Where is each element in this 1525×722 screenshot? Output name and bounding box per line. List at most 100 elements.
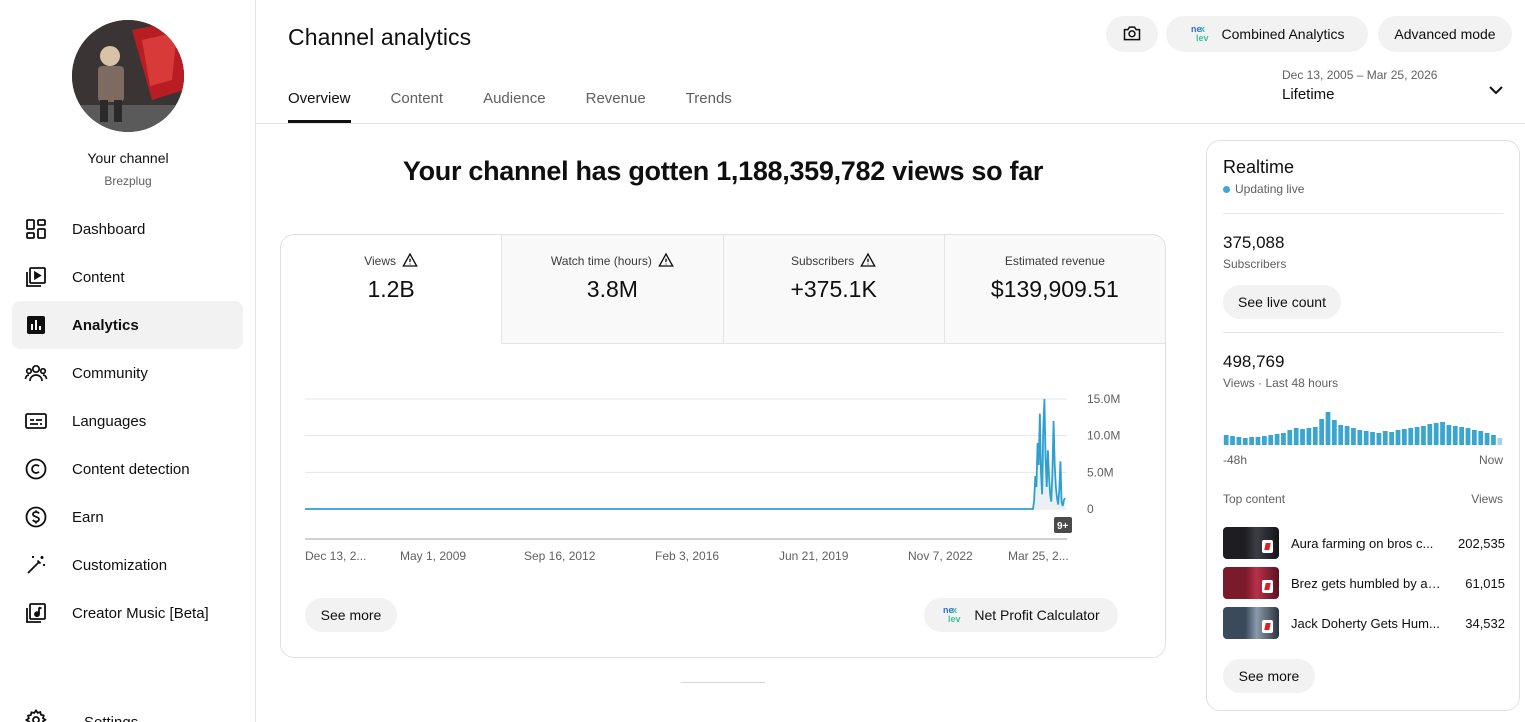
combined-analytics-button[interactable]: ne x lev Combined Analytics (1166, 16, 1368, 52)
nexlev-logo-icon: ne x lev (942, 604, 966, 627)
metric-value: +375.1K (790, 276, 877, 302)
see-more-top-content-button[interactable]: See more (1223, 659, 1315, 693)
channel-avatar[interactable] (72, 20, 184, 132)
sidebar-item-creator-music[interactable]: Creator Music [Beta] (12, 589, 243, 637)
sidebar-item-label: Settings (84, 714, 138, 722)
creator-music-icon (24, 601, 48, 625)
shorts-icon (1262, 540, 1273, 553)
tab-overview[interactable]: Overview (288, 78, 351, 123)
net-profit-calculator-button[interactable]: ne x lev Net Profit Calculator (924, 598, 1118, 632)
metric-views[interactable]: Views 1.2B (281, 235, 503, 344)
svg-text:lev: lev (1196, 33, 1209, 43)
realtime-bar (1376, 433, 1382, 445)
realtime-bar (1446, 425, 1452, 445)
sidebar: Your channel Brezplug Dashboard Content … (0, 0, 256, 722)
warning-icon (860, 252, 877, 271)
realtime-bar (1287, 430, 1293, 445)
sidebar-item-content-detection[interactable]: Content detection (12, 445, 243, 493)
sidebar-item-label: Content (72, 268, 125, 286)
realtime-bar (1255, 437, 1261, 445)
sidebar-item-analytics[interactable]: Analytics (12, 301, 243, 349)
realtime-bar (1395, 430, 1401, 445)
metric-value: 3.8M (586, 276, 638, 302)
axis-start-label: -48h (1223, 453, 1248, 467)
live-status-label: Updating live (1235, 182, 1305, 196)
realtime-subscribers-value: 375,088 (1223, 233, 1285, 252)
content-views: 202,535 (1458, 535, 1505, 551)
top-content-row[interactable]: Jack Doherty Gets Hum... 34,532 (1223, 607, 1505, 639)
sidebar-item-customization[interactable]: Customization (12, 541, 243, 589)
tab-audience[interactable]: Audience (483, 90, 546, 107)
annotation-badge (1054, 517, 1072, 533)
sidebar-item-settings[interactable]: Settings (24, 708, 138, 722)
sidebar-item-earn[interactable]: Earn (12, 493, 243, 541)
tab-trends[interactable]: Trends (685, 90, 732, 107)
realtime-bar (1382, 431, 1388, 445)
content-icon (24, 265, 48, 289)
realtime-bar (1414, 427, 1420, 445)
see-live-count-button[interactable]: See live count (1223, 285, 1341, 319)
shorts-icon (1262, 620, 1273, 633)
realtime-bar (1401, 429, 1407, 445)
metric-label: Views (364, 254, 397, 268)
date-period-label[interactable]: Lifetime (1282, 86, 1335, 103)
realtime-bar (1325, 412, 1331, 445)
dashboard-icon (24, 217, 48, 241)
divider (1223, 213, 1503, 214)
sidebar-item-label: Earn (72, 508, 104, 526)
your-channel-label: Your channel (87, 150, 169, 166)
advanced-mode-button[interactable]: Advanced mode (1378, 16, 1512, 52)
realtime-bar (1274, 434, 1280, 445)
svg-text:ne: ne (943, 605, 954, 615)
realtime-bar (1440, 422, 1445, 445)
realtime-bar (1344, 426, 1350, 445)
realtime-views-chart (1223, 412, 1503, 445)
realtime-bar (1312, 427, 1318, 445)
languages-icon (24, 409, 48, 433)
realtime-bar (1465, 428, 1471, 445)
realtime-bar (1421, 426, 1426, 445)
y-tick-label: 10.0M (1087, 429, 1120, 443)
y-tick-label: 15.0M (1087, 392, 1120, 406)
metric-value: 1.2B (367, 276, 415, 302)
axis-end-label: Now (1478, 453, 1503, 467)
see-more-button[interactable]: See more (305, 598, 397, 632)
warning-icon (658, 252, 674, 271)
sidebar-item-languages[interactable]: Languages (12, 397, 243, 445)
earn-icon (24, 505, 48, 529)
date-range[interactable]: Dec 13, 2005 – Mar 25, 2026 (1282, 68, 1438, 82)
realtime-bar (1293, 428, 1299, 445)
sidebar-item-label: Dashboard (72, 220, 146, 238)
top-content-row[interactable]: Aura farming on bros c... 202,535 (1223, 527, 1505, 559)
sidebar-item-content[interactable]: Content (12, 253, 243, 301)
realtime-views-value: 498,769 (1223, 352, 1285, 371)
tab-content[interactable]: Content (390, 90, 444, 107)
x-tick-label: Dec 13, 2... (305, 549, 366, 563)
screenshot-button[interactable] (1106, 16, 1158, 52)
x-tick-label: Feb 3, 2016 (655, 549, 719, 563)
metric-revenue[interactable]: Estimated revenue $139,909.51 (944, 235, 1165, 344)
content-title: Aura farming on bros c... (1291, 535, 1434, 551)
realtime-bar (1249, 437, 1255, 445)
sidebar-item-dashboard[interactable]: Dashboard (12, 205, 243, 253)
metric-subscribers[interactable]: Subscribers +375.1K (723, 235, 945, 344)
svg-text:lev: lev (948, 614, 961, 624)
camera-icon (1122, 23, 1142, 46)
video-thumbnail (1223, 567, 1279, 599)
net-profit-label: Net Profit Calculator (974, 607, 1100, 623)
y-tick-label: 5.0M (1087, 465, 1114, 479)
top-content-row[interactable]: Brez gets humbled by a ... 61,015 (1223, 567, 1505, 599)
video-thumbnail (1223, 607, 1279, 639)
realtime-bar (1281, 433, 1286, 445)
metric-watch-time[interactable]: Watch time (hours) 3.8M (502, 235, 724, 344)
content-detection-icon (24, 457, 48, 481)
x-tick-label: May 1, 2009 (400, 549, 466, 563)
views-headline: Your channel has gotten 1,188,359,782 vi… (402, 156, 1044, 186)
realtime-bar (1357, 430, 1363, 445)
tab-revenue[interactable]: Revenue (585, 90, 646, 107)
content-title: Brez gets humbled by a ... (1291, 575, 1441, 591)
metric-tabs: Views 1.2B Watch time (hours) 3.8M Subsc… (281, 235, 1165, 344)
chevron-down-icon[interactable] (1484, 78, 1508, 102)
realtime-bar (1363, 431, 1369, 445)
sidebar-item-community[interactable]: Community (12, 349, 243, 397)
